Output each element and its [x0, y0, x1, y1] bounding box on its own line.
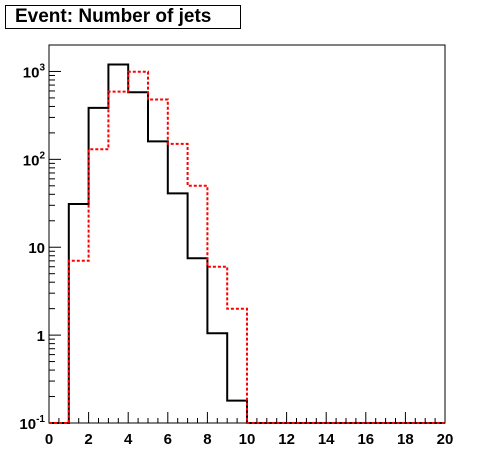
series-layer: [49, 63, 445, 424]
x-tick-label: 12: [278, 431, 295, 448]
x-tick-label: 4: [124, 431, 133, 448]
y-axis-tick-labels: 10-1 1 10 102 103: [19, 62, 45, 433]
x-tick-label: 8: [203, 431, 211, 448]
y-axis-ticks: [49, 44, 61, 424]
x-tick-label: 14: [318, 431, 335, 448]
y-tick-label: 102: [23, 150, 46, 169]
x-tick-label: 2: [84, 431, 92, 448]
x-tick-label: 16: [357, 431, 374, 448]
x-tick-label: 18: [397, 431, 414, 448]
x-tick-label: 10: [239, 431, 256, 448]
chart-title: Event: Number of jets: [5, 5, 241, 29]
series-2-line: [49, 70, 445, 424]
y-tick-label: 10: [28, 240, 45, 257]
x-tick-label: 0: [45, 431, 53, 448]
x-axis-ticks: [48, 412, 446, 423]
y-tick-label: 103: [23, 62, 46, 81]
x-tick-label: 6: [164, 431, 172, 448]
x-tick-label: 20: [437, 431, 454, 448]
x-axis-tick-labels: 0 2 4 6 8 10 12 14 16 18 20: [45, 431, 454, 448]
y-tick-label: 10-1: [19, 414, 45, 433]
y-tick-label: 1: [37, 328, 45, 345]
